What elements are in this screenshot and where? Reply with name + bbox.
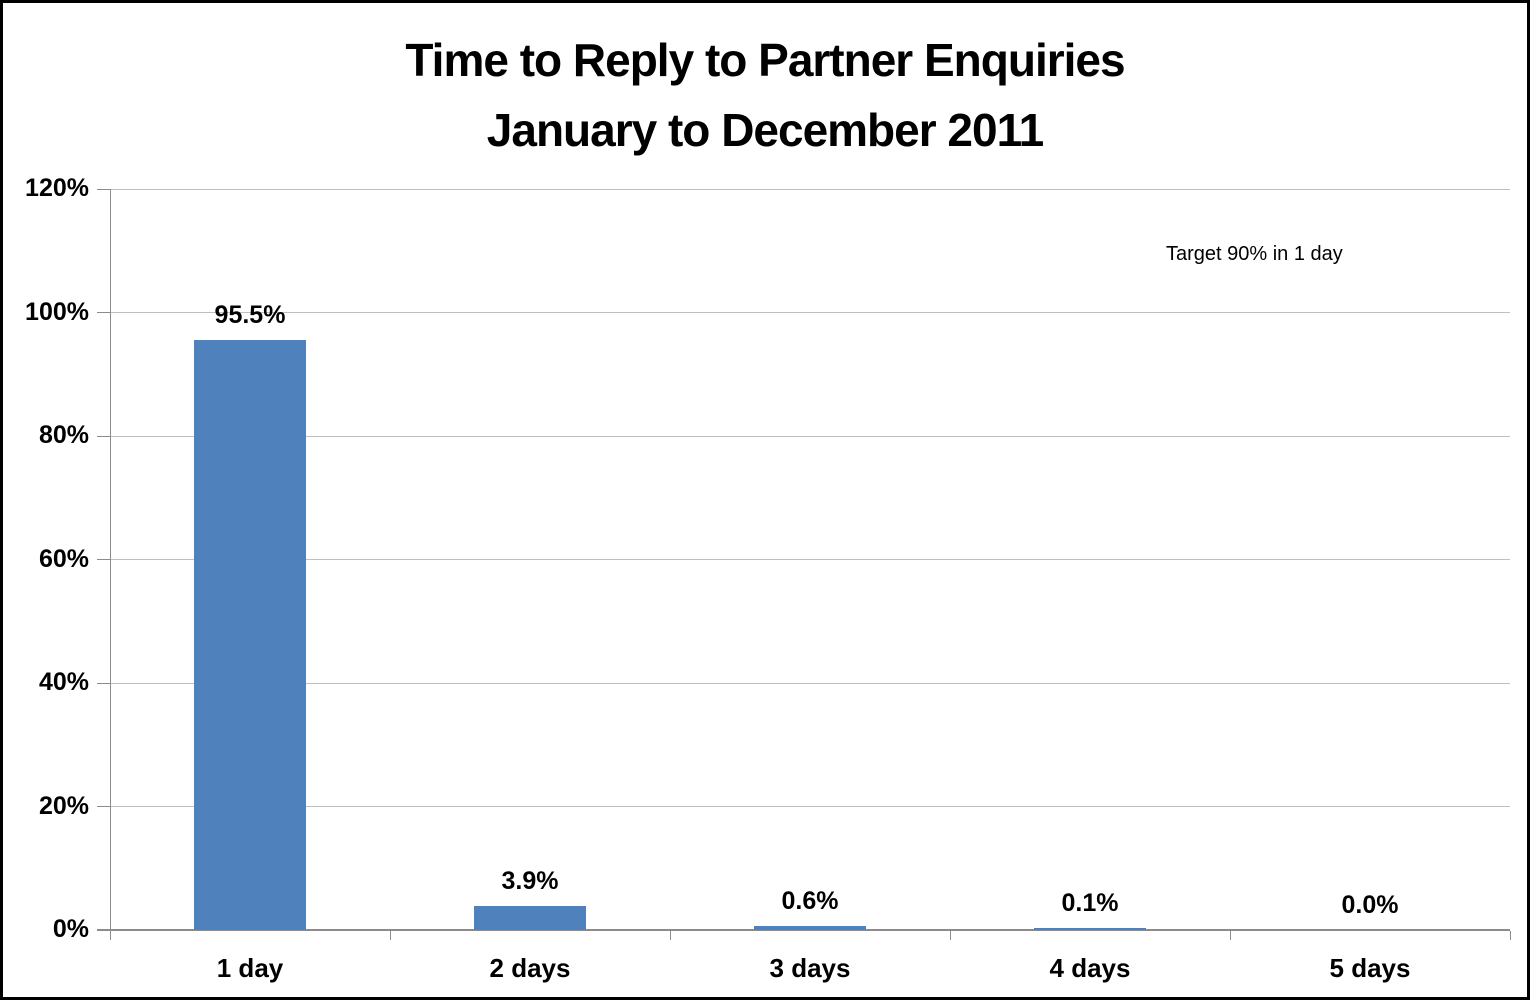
bar-data-label: 3.9%	[501, 866, 559, 895]
bar-data-label: 0.6%	[781, 887, 839, 916]
x-axis-tick	[110, 931, 111, 940]
y-axis-tick	[97, 806, 110, 807]
x-axis-tick	[1510, 931, 1511, 940]
target-annotation: Target 90% in 1 day	[1166, 243, 1343, 265]
bar-data-label: 95.5%	[214, 301, 286, 330]
y-axis-tick	[97, 559, 110, 560]
gridline	[110, 559, 1510, 560]
bar	[474, 905, 586, 930]
y-axis-label: 120%	[25, 174, 89, 202]
gridline	[110, 806, 1510, 807]
bar	[194, 340, 306, 930]
bar	[754, 926, 866, 930]
y-axis-tick	[97, 188, 110, 190]
y-axis-tick	[97, 435, 110, 437]
y-axis-label: 100%	[25, 297, 89, 326]
y-axis-label: 20%	[38, 791, 89, 820]
bar-data-label: 0.1%	[1061, 889, 1119, 917]
gridline	[110, 435, 1510, 437]
y-axis-line	[110, 189, 111, 930]
x-axis-category-label: 2 days	[489, 953, 571, 983]
x-axis-category-label: 1 day	[216, 953, 284, 983]
x-axis-category-label: 3 days	[769, 953, 851, 983]
bar	[1034, 928, 1146, 930]
x-axis-tick	[390, 931, 391, 940]
gridline	[110, 312, 1510, 313]
y-axis-label: 0%	[52, 915, 89, 943]
y-axis-label: 40%	[38, 668, 89, 696]
y-axis-label: 80%	[38, 421, 89, 449]
chart-title-line1: Time to Reply to Partner Enquiries	[405, 34, 1125, 86]
x-axis-tick	[1230, 931, 1231, 940]
x-axis-category-label: 5 days	[1329, 953, 1411, 983]
x-axis-line	[97, 929, 1510, 931]
x-axis-tick	[670, 931, 671, 940]
gridline	[110, 682, 1510, 684]
x-axis-category-label: 4 days	[1049, 953, 1131, 983]
y-axis-tick	[97, 312, 110, 313]
chart-title: Time to Reply to Partner Enquiries Janua…	[3, 25, 1527, 165]
x-axis-tick	[950, 931, 951, 940]
y-axis-label: 60%	[38, 544, 89, 573]
y-axis-tick	[97, 682, 110, 684]
bar-data-label: 0.0%	[1341, 891, 1399, 919]
chart-title-line2: January to December 2011	[486, 104, 1044, 156]
gridline	[110, 188, 1510, 190]
